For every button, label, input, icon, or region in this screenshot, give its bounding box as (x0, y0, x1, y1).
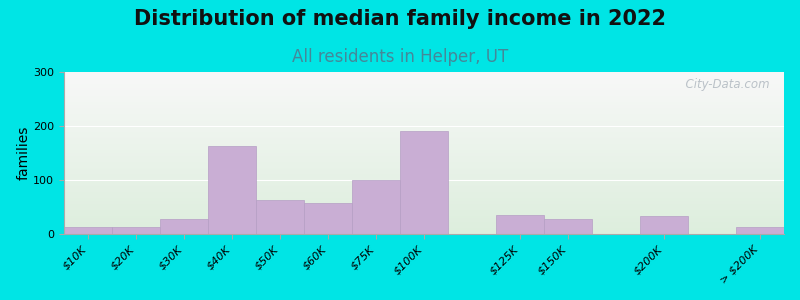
Bar (160, 219, 208, 234)
Bar (544, 219, 592, 234)
Text: Distribution of median family income in 2022: Distribution of median family income in … (134, 9, 666, 29)
Bar (352, 180, 400, 234)
Bar (256, 200, 304, 234)
Bar (208, 146, 256, 234)
Text: City-Data.com: City-Data.com (678, 79, 770, 92)
Y-axis label: families: families (16, 126, 30, 180)
Bar (640, 216, 688, 234)
Text: All residents in Helper, UT: All residents in Helper, UT (292, 48, 508, 66)
Bar (304, 203, 352, 234)
Bar (112, 227, 160, 234)
Bar (496, 215, 544, 234)
Bar (64, 227, 112, 234)
Bar (400, 131, 448, 234)
Bar (736, 227, 784, 234)
